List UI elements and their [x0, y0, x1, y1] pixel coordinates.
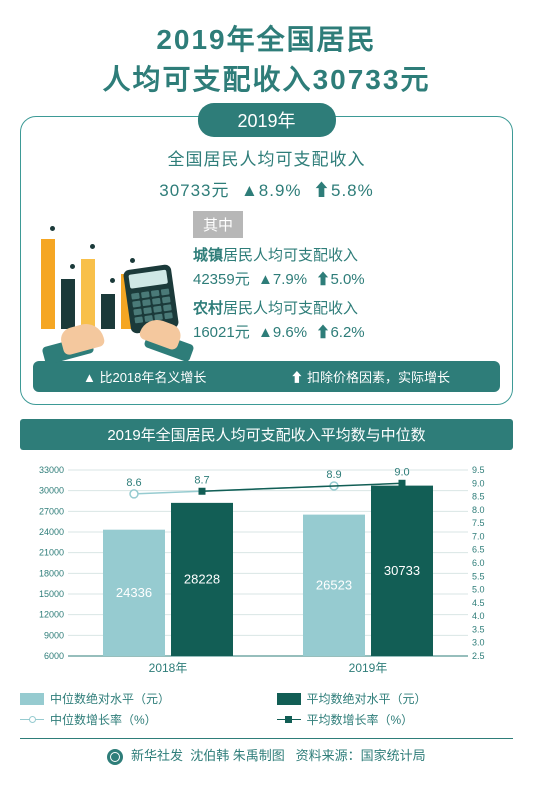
svg-text:33000: 33000 — [39, 465, 64, 475]
svg-text:9.0: 9.0 — [472, 478, 485, 488]
legend-mean-growth: 平均数增长率（%） — [277, 711, 514, 728]
nominal-growth-legend: ▲ 比2018年名义增长 — [83, 367, 206, 386]
svg-text:3.0: 3.0 — [472, 638, 485, 648]
urban-block: 城镇居民人均可支配收入 42359元 ▲7.9% ⬆5.0% — [193, 244, 500, 289]
svg-text:26523: 26523 — [316, 577, 352, 592]
qizhong-tag: 其中 — [193, 211, 243, 238]
svg-text:24336: 24336 — [116, 585, 152, 600]
overall-label: 全国居民人均可支配收入 — [33, 145, 500, 170]
svg-text:2.5: 2.5 — [472, 651, 485, 661]
svg-text:30733: 30733 — [384, 563, 420, 578]
svg-text:21000: 21000 — [39, 548, 64, 558]
overall-block: 全国居民人均可支配收入 30733元 ▲8.9% ⬆5.8% — [33, 145, 500, 201]
svg-text:24000: 24000 — [39, 527, 64, 537]
svg-text:9.5: 9.5 — [472, 465, 485, 475]
rural-block: 农村居民人均可支配收入 16021元 ▲9.6% ⬆6.2% — [193, 297, 500, 342]
main-title: 2019年全国居民 人均可支配收入30733元 — [0, 0, 533, 108]
svg-text:8.9: 8.9 — [326, 469, 341, 481]
title-line1: 2019年全国居民 — [20, 18, 513, 58]
svg-text:9.0: 9.0 — [394, 466, 409, 478]
real-growth-legend: ⬆ 扣除价格因素，实际增长 — [290, 367, 450, 386]
svg-text:5.5: 5.5 — [472, 571, 485, 581]
svg-text:6.5: 6.5 — [472, 545, 485, 555]
svg-text:2019年: 2019年 — [349, 661, 388, 675]
svg-text:2018年: 2018年 — [149, 661, 188, 675]
svg-text:8.5: 8.5 — [472, 492, 485, 502]
svg-text:6000: 6000 — [44, 651, 64, 661]
svg-text:12000: 12000 — [39, 610, 64, 620]
svg-text:3.5: 3.5 — [472, 624, 485, 634]
legend-median-growth: 中位数增长率（%） — [20, 711, 257, 728]
bar-line-chart: 6000 9000 12000 15000 18000 21000 24000 27000 30… — [20, 456, 513, 686]
legend-median-abs: 中位数绝对水平（元） — [20, 690, 257, 707]
svg-text:9000: 9000 — [44, 630, 64, 640]
legend-mean-abs: 平均数绝对水平（元） — [277, 690, 514, 707]
svg-text:6.0: 6.0 — [472, 558, 485, 568]
svg-text:18000: 18000 — [39, 568, 64, 578]
breakdown-row: 其中 城镇居民人均可支配收入 42359元 ▲7.9% ⬆5.0% 农村居民人均… — [33, 211, 500, 351]
summary-panel: 2019年 全国居民人均可支配收入 30733元 ▲8.9% ⬆5.8% 其中 … — [20, 116, 513, 405]
svg-text:7.5: 7.5 — [472, 518, 485, 528]
footer-credits: 新华社发 沈伯韩 朱禹制图 资料来源：国家统计局 — [20, 738, 513, 765]
xinhua-logo-icon — [107, 749, 123, 765]
growth-legend-bar: ▲ 比2018年名义增长 ⬆ 扣除价格因素，实际增长 — [33, 361, 500, 392]
svg-text:8.6: 8.6 — [126, 477, 141, 489]
year-badge: 2019年 — [197, 103, 335, 137]
svg-text:28228: 28228 — [184, 571, 220, 586]
title-line2: 人均可支配收入30733元 — [20, 58, 513, 98]
svg-text:5.0: 5.0 — [472, 585, 485, 595]
svg-text:8.7: 8.7 — [194, 474, 209, 486]
svg-text:7.0: 7.0 — [472, 531, 485, 541]
overall-values: 30733元 ▲8.9% ⬆5.8% — [33, 176, 500, 201]
calculator-illustration — [33, 211, 183, 351]
svg-text:4.5: 4.5 — [472, 598, 485, 608]
svg-text:4.0: 4.0 — [472, 611, 485, 621]
svg-text:15000: 15000 — [39, 589, 64, 599]
svg-text:8.0: 8.0 — [472, 505, 485, 515]
chart-legend: 中位数绝对水平（元） 平均数绝对水平（元） 中位数增长率（%） 平均数增长率（%… — [20, 690, 513, 728]
svg-text:30000: 30000 — [39, 486, 64, 496]
chart-title: 2019年全国居民人均可支配收入平均数与中位数 — [20, 419, 513, 450]
svg-text:27000: 27000 — [39, 506, 64, 516]
